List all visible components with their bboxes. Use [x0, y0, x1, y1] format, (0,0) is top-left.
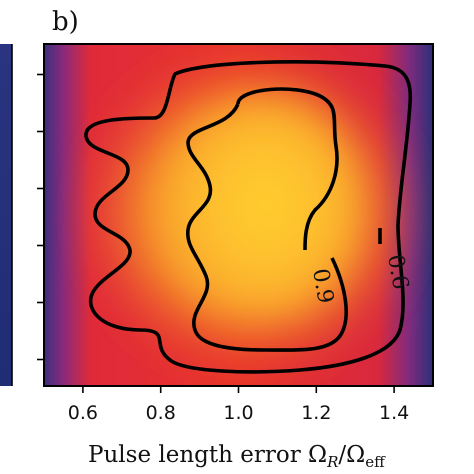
- contour-level-0.6: [84, 60, 413, 374]
- contour-label-0.6: 0.6: [382, 253, 413, 292]
- panel-label: b): [52, 7, 79, 37]
- left-colorbar-strip: [0, 44, 12, 386]
- x-tick-label-0.6: 0.6: [68, 402, 98, 424]
- x-tick-label-0.8: 0.8: [146, 402, 176, 424]
- x-axis-label-sub-eff: eff: [365, 453, 386, 471]
- x-axis-label-mid: /Ω: [338, 442, 365, 468]
- x-axis-label-lead: Pulse length error Ω: [88, 442, 327, 468]
- x-axis-label: Pulse length error ΩR/Ωeff: [88, 442, 386, 471]
- x-tick-label-1.4: 1.4: [379, 402, 409, 424]
- contour-label-0.9: 0.9: [307, 267, 338, 306]
- x-tick-label-1.0: 1.0: [223, 402, 253, 424]
- heatmap: [44, 44, 433, 386]
- y-axis: [37, 73, 44, 361]
- x-axis-label-sub-r: R: [326, 453, 338, 471]
- heatmap-core-region: [155, 80, 375, 330]
- contour-level-0.9: [186, 87, 348, 352]
- x-axis: 0.6 0.8 1.0 1.2 1.4: [68, 386, 409, 424]
- x-tick-label-1.2: 1.2: [301, 402, 331, 424]
